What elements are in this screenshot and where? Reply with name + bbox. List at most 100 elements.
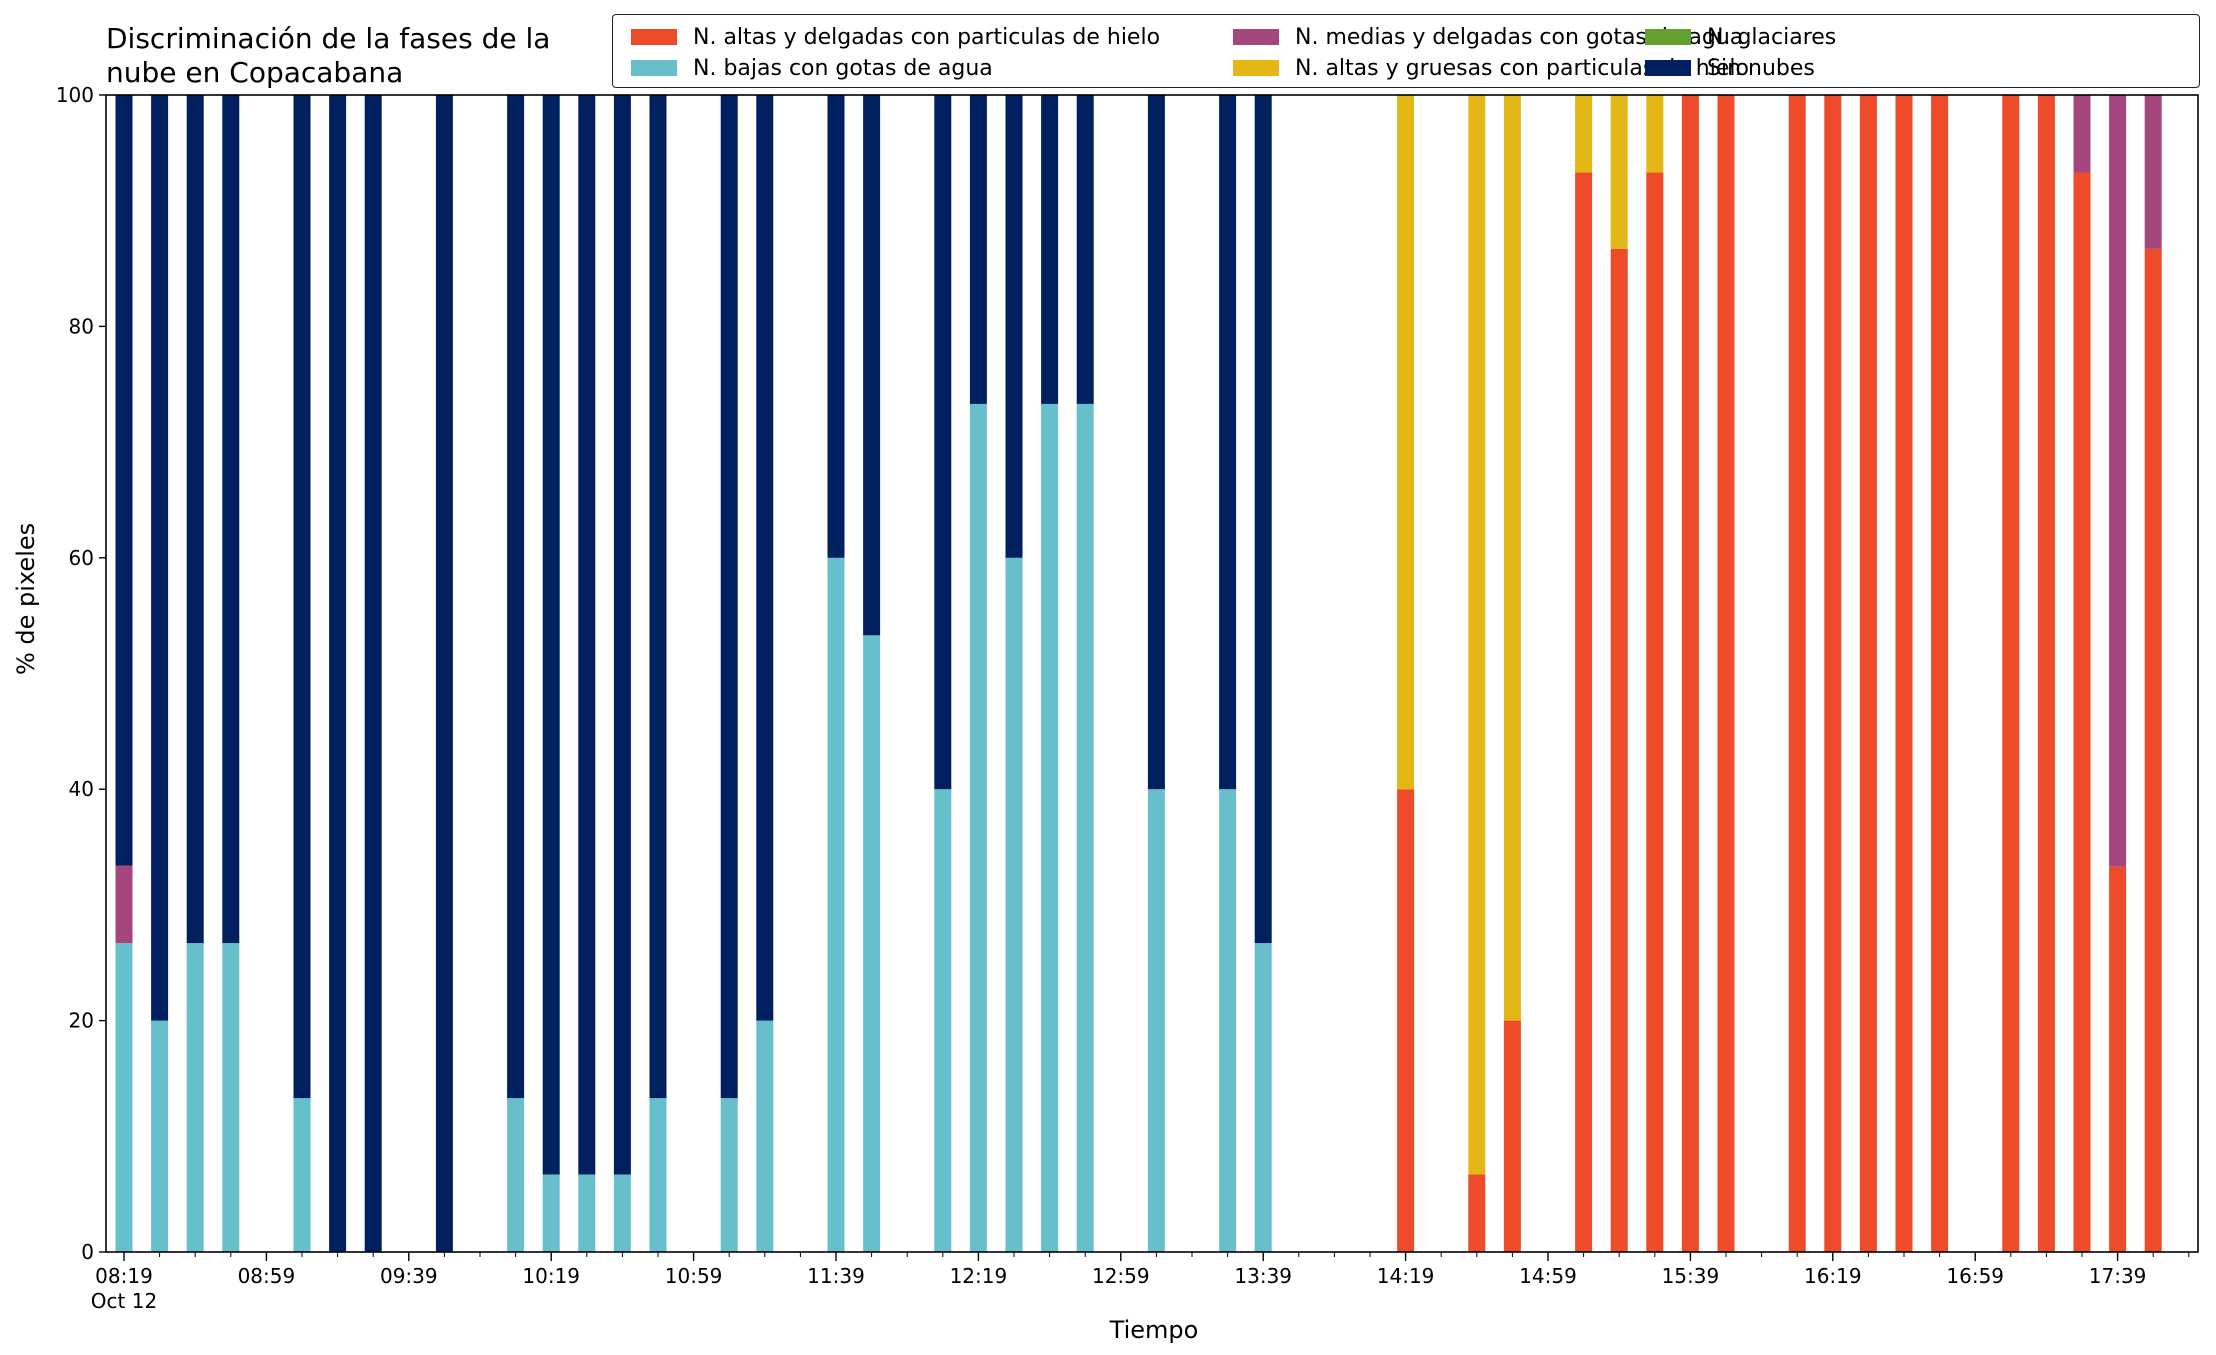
legend-swatch bbox=[631, 60, 677, 76]
bar-segment bbox=[1468, 1174, 1486, 1252]
bar-segment bbox=[151, 95, 169, 1021]
bar-segment bbox=[2073, 95, 2091, 173]
bar-segment bbox=[1717, 95, 1735, 1252]
bar-segment bbox=[756, 95, 774, 1021]
bar-segment bbox=[2109, 95, 2127, 867]
bar-segment bbox=[1503, 1020, 1521, 1252]
bar-segment bbox=[969, 403, 987, 1252]
x-tick-label: 11:39 bbox=[807, 1264, 865, 1288]
bar-segment bbox=[1076, 95, 1094, 404]
bar-segment bbox=[1005, 557, 1023, 1252]
legend-entry: N. bajas con gotas de agua bbox=[631, 53, 993, 83]
bar-segment bbox=[863, 95, 881, 636]
bar-segment bbox=[1895, 95, 1913, 1252]
y-tick-label: 60 bbox=[69, 546, 94, 570]
bar-segment bbox=[2037, 95, 2055, 1252]
bar-segment bbox=[1575, 172, 1593, 1252]
bar-segment bbox=[1610, 248, 1628, 1252]
bar-segment bbox=[1681, 95, 1699, 1252]
x-tick-label: 08:19 bbox=[95, 1264, 153, 1288]
legend-swatch bbox=[1645, 29, 1691, 45]
legend-label: N. glaciares bbox=[1707, 24, 1837, 50]
bar-segment bbox=[578, 95, 596, 1175]
bar-segment bbox=[186, 95, 204, 944]
bar-segment bbox=[329, 95, 347, 1252]
bar-segment bbox=[827, 95, 845, 558]
bar-segment bbox=[1859, 95, 1877, 1252]
bar-segment bbox=[1219, 789, 1237, 1252]
bar-segment bbox=[756, 1020, 774, 1252]
bar-segment bbox=[115, 865, 133, 944]
legend-swatch bbox=[1233, 29, 1279, 45]
x-tick-label: 08:59 bbox=[238, 1264, 296, 1288]
x-tick-label: 13:39 bbox=[1234, 1264, 1292, 1288]
bar-segment bbox=[1824, 95, 1842, 1252]
bar-segment bbox=[1041, 95, 1059, 404]
bar-segment bbox=[827, 557, 845, 1252]
legend-entry: N. glaciares bbox=[1645, 22, 1836, 52]
bar-segment bbox=[934, 789, 952, 1252]
legend-label: N. altas y delgadas con particulas de hi… bbox=[693, 24, 1161, 50]
bar-segment bbox=[1646, 172, 1664, 1252]
bar-segment bbox=[934, 95, 952, 790]
bar-segment bbox=[1041, 403, 1059, 1252]
bar-segment bbox=[222, 95, 240, 944]
bar-segment bbox=[649, 95, 667, 1099]
bar-segment bbox=[1254, 95, 1272, 944]
bar-segment bbox=[1610, 95, 1628, 249]
bar-segment bbox=[507, 1098, 525, 1252]
bar-segment bbox=[1397, 789, 1415, 1252]
bar-segment bbox=[293, 1098, 311, 1252]
x-tick-label: 12:59 bbox=[1092, 1264, 1150, 1288]
bar-segment bbox=[2144, 95, 2162, 249]
bar-stacks bbox=[115, 95, 2162, 1252]
bar-segment bbox=[542, 1174, 560, 1252]
x-tick-date-label: Oct 12 bbox=[91, 1289, 157, 1313]
bar-segment bbox=[720, 1098, 738, 1252]
bar-segment bbox=[1931, 95, 1949, 1252]
bar-segment bbox=[1575, 95, 1593, 173]
legend-entry: N. altas y delgadas con particulas de hi… bbox=[631, 22, 1160, 52]
bar-segment bbox=[2073, 172, 2091, 1252]
bar-segment bbox=[720, 95, 738, 1099]
y-tick-label: 0 bbox=[81, 1240, 94, 1264]
bar-segment bbox=[1219, 95, 1237, 790]
x-tick-label: 14:19 bbox=[1377, 1264, 1435, 1288]
x-tick-label: 09:39 bbox=[380, 1264, 438, 1288]
y-tick-label: 40 bbox=[69, 777, 94, 801]
x-tick-label: 10:19 bbox=[522, 1264, 580, 1288]
legend-swatch bbox=[1233, 60, 1279, 76]
chart-title-line-2: nube en Copacabana bbox=[106, 56, 404, 89]
bar-segment bbox=[613, 1174, 631, 1252]
plot-frame bbox=[105, 94, 2199, 1253]
y-axis: 0 20 40 60 80 100 bbox=[56, 83, 106, 1264]
bar-segment bbox=[293, 95, 311, 1099]
bar-segment bbox=[1503, 95, 1521, 1021]
legend-label: N. bajas con gotas de agua bbox=[693, 55, 993, 81]
bar-segment bbox=[2144, 248, 2162, 1252]
bar-segment bbox=[2002, 95, 2020, 1252]
legend-swatch bbox=[1645, 60, 1691, 76]
bar-segment bbox=[1397, 95, 1415, 790]
chart-legend: N. altas y delgadas con particulas de hi… bbox=[612, 14, 2200, 88]
legend-label: Sin nubes bbox=[1707, 55, 1815, 81]
y-tick-label: 80 bbox=[69, 314, 94, 338]
bar-segment bbox=[2109, 866, 2127, 1252]
bar-segment bbox=[1646, 95, 1664, 173]
bar-segment bbox=[1005, 95, 1023, 558]
chart-title: Discriminación de la fases de la nube en… bbox=[106, 22, 550, 90]
bar-segment bbox=[1147, 789, 1165, 1252]
bar-segment bbox=[1076, 403, 1094, 1252]
chart-title-line-1: Discriminación de la fases de la bbox=[106, 22, 551, 55]
x-tick-label: 16:19 bbox=[1804, 1264, 1862, 1288]
bar-segment bbox=[969, 95, 987, 404]
x-tick-label: 15:39 bbox=[1662, 1264, 1720, 1288]
bar-segment bbox=[364, 95, 382, 1252]
bar-segment bbox=[151, 1020, 169, 1252]
bar-segment bbox=[1788, 95, 1806, 1252]
legend-swatch bbox=[631, 29, 677, 45]
y-tick-label: 100 bbox=[56, 83, 94, 107]
